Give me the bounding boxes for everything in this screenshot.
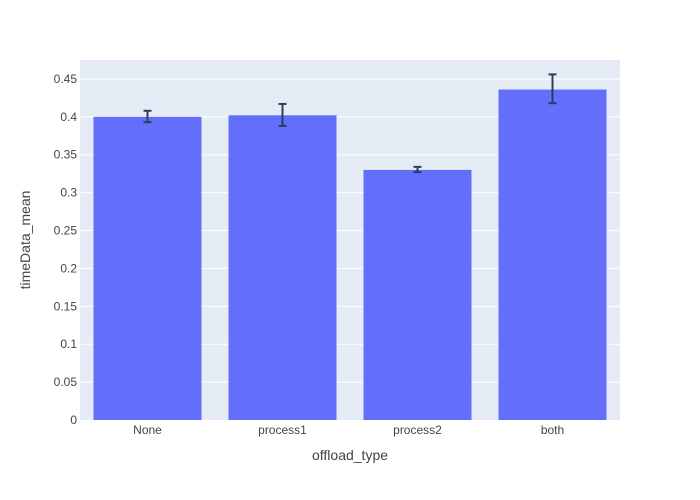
x-tick-label: None [133,423,162,437]
bar-both [498,89,607,420]
error-bar-process2 [413,165,422,174]
y-axis-title: timeData_mean [17,191,33,290]
bars [93,89,607,420]
bar-none [93,116,202,420]
x-tick-label: process2 [393,423,442,437]
error-bar-process1 [278,102,287,127]
y-tick-label: 0.05 [54,375,78,389]
y-tick-label: 0 [70,413,77,427]
y-tick-label: 0.35 [54,148,78,162]
bar-process1 [228,115,337,420]
y-tick-label: 0.45 [54,72,78,86]
y-tick-label: 0.25 [54,224,78,238]
y-tick-label: 0.3 [60,186,77,200]
x-tick-label: process1 [258,423,307,437]
error-bar-none [143,109,152,124]
y-tick-labels: 0 0.05 0.1 0.15 0.2 0.25 0.3 0.35 0.4 0.45 [54,72,78,427]
error-bars [143,73,557,174]
y-tick-label: 0.4 [60,110,77,124]
y-tick-label: 0.1 [60,337,77,351]
y-tick-label: 0.15 [54,299,78,313]
x-tick-labels: None process1 process2 both [133,423,564,437]
bar-process2 [363,169,472,420]
y-tick-label: 0.2 [60,261,77,275]
x-tick-label: both [541,423,564,437]
x-axis-title: offload_type [312,447,388,463]
error-bar-both [548,73,557,105]
